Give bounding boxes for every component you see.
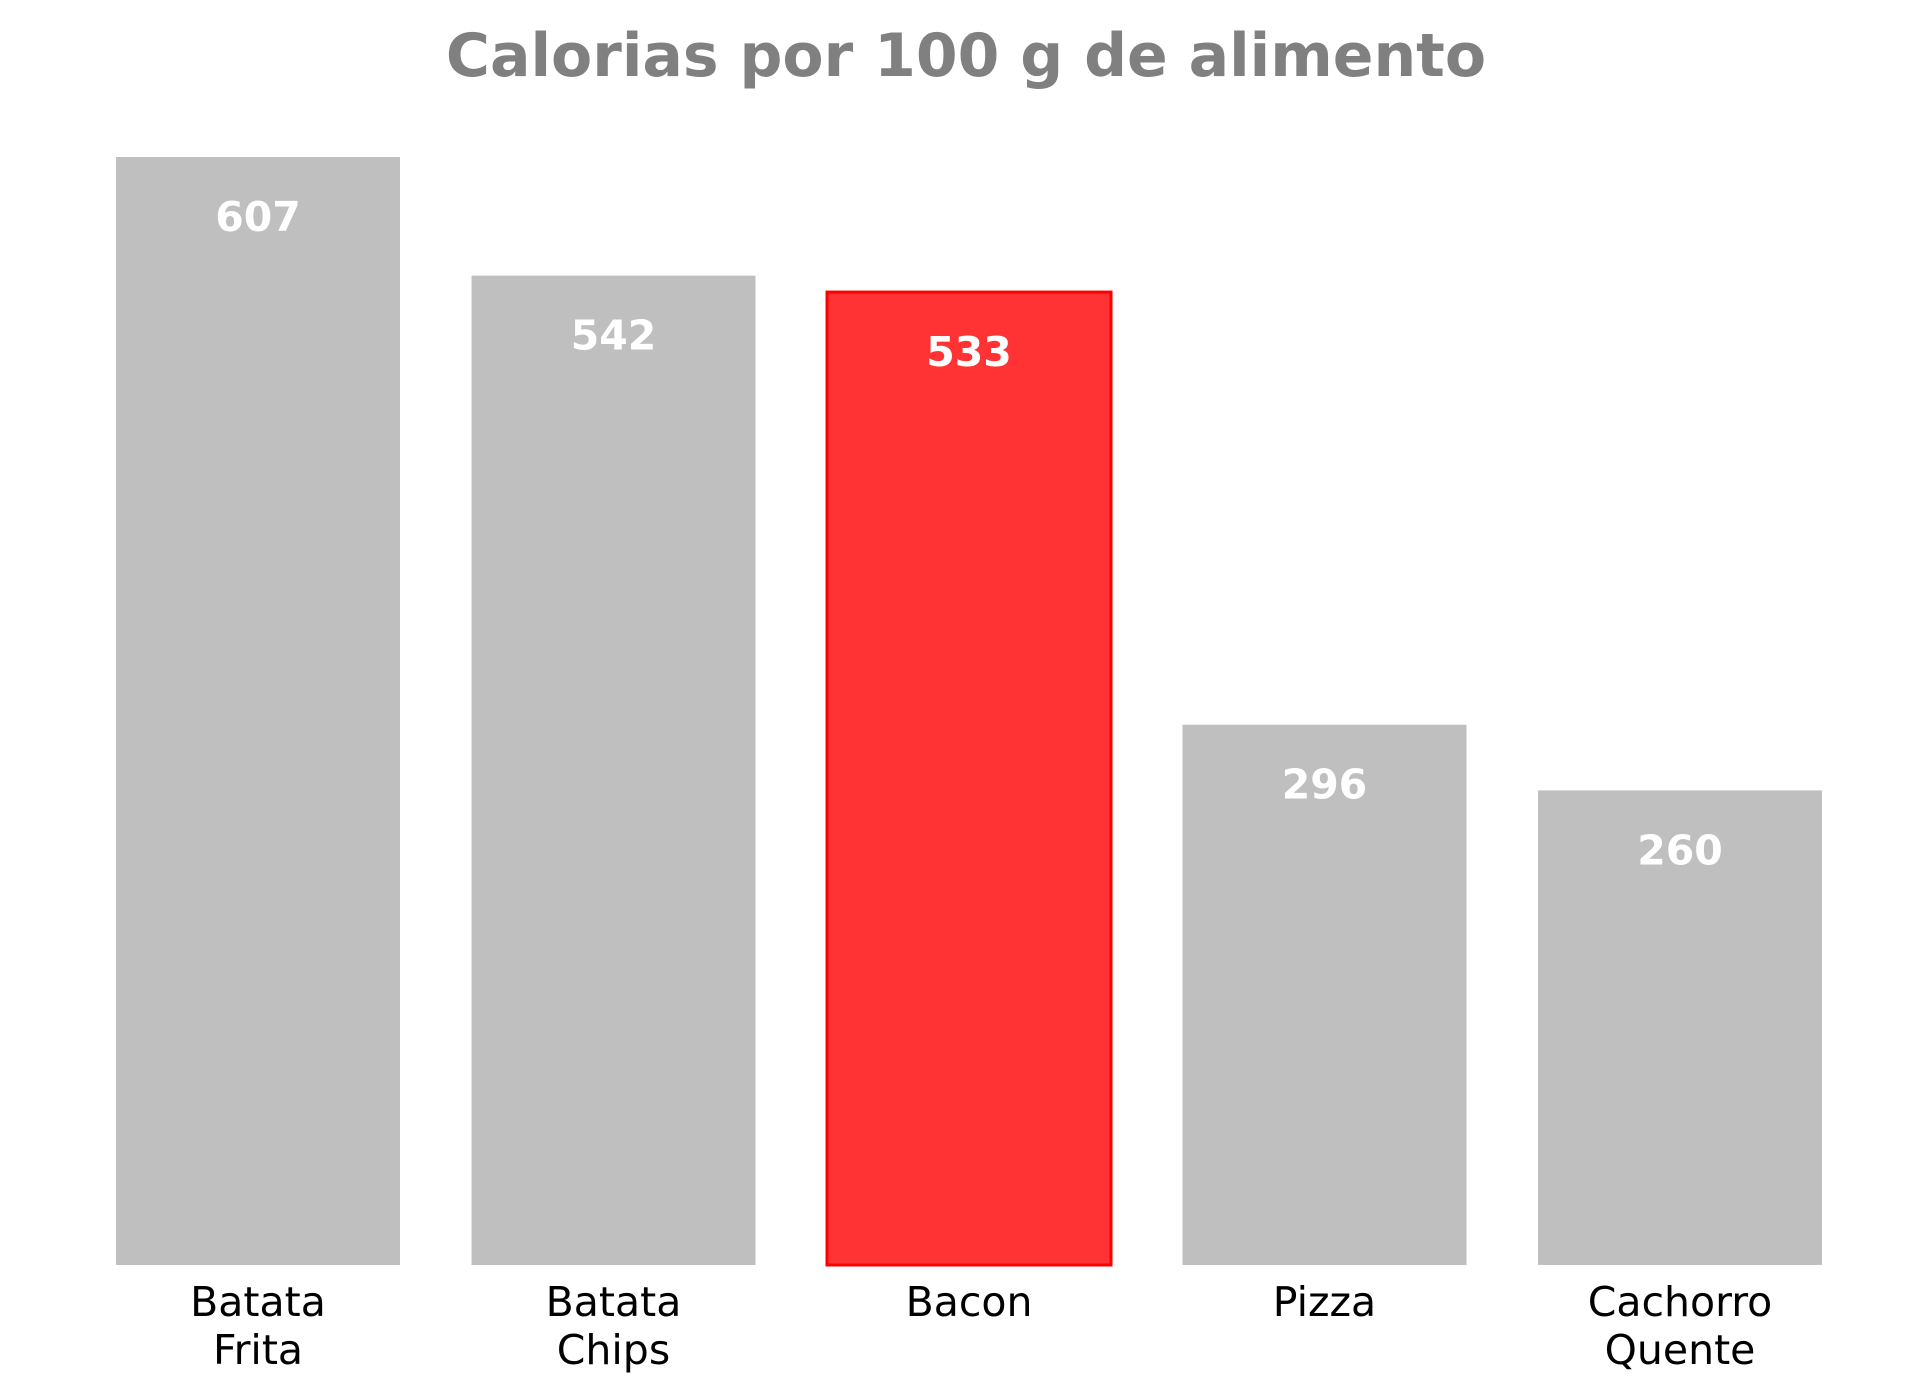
- value-labels-group: 607 542 533 296 260: [215, 193, 1723, 874]
- category-label-3: Pizza: [1273, 1278, 1376, 1326]
- bar-value-label-2: 533: [926, 328, 1012, 376]
- bars-group: [116, 157, 1822, 1267]
- bar-2: [825, 290, 1113, 1267]
- bar-value-label-4: 260: [1637, 826, 1723, 874]
- bar-0: [116, 157, 400, 1265]
- category-label-2: Bacon: [906, 1278, 1033, 1326]
- bar-value-label-3: 296: [1282, 761, 1368, 809]
- category-label-4: Cachorro Quente: [1588, 1278, 1773, 1374]
- bar-3: [1182, 724, 1467, 1265]
- chart-title: Calorias por 100 g de alimento: [446, 21, 1486, 91]
- category-label-1: Batata Chips: [546, 1278, 682, 1374]
- category-label-2-line-0: Bacon: [906, 1278, 1033, 1326]
- category-label-0: Batata Frita: [190, 1278, 326, 1374]
- category-label-0-line-0: Batata: [190, 1278, 326, 1326]
- category-label-4-line-0: Cachorro: [1588, 1278, 1773, 1326]
- category-label-1-line-1: Chips: [557, 1326, 670, 1374]
- bar-value-label-1: 542: [571, 312, 657, 360]
- category-label-3-line-0: Pizza: [1273, 1278, 1376, 1326]
- category-label-4-line-1: Quente: [1605, 1326, 1756, 1374]
- category-label-1-line-0: Batata: [546, 1278, 682, 1326]
- category-label-0-line-1: Frita: [213, 1326, 303, 1374]
- bar-value-label-0: 607: [215, 193, 301, 241]
- bar-4: [1538, 790, 1822, 1265]
- bar-1: [471, 275, 756, 1265]
